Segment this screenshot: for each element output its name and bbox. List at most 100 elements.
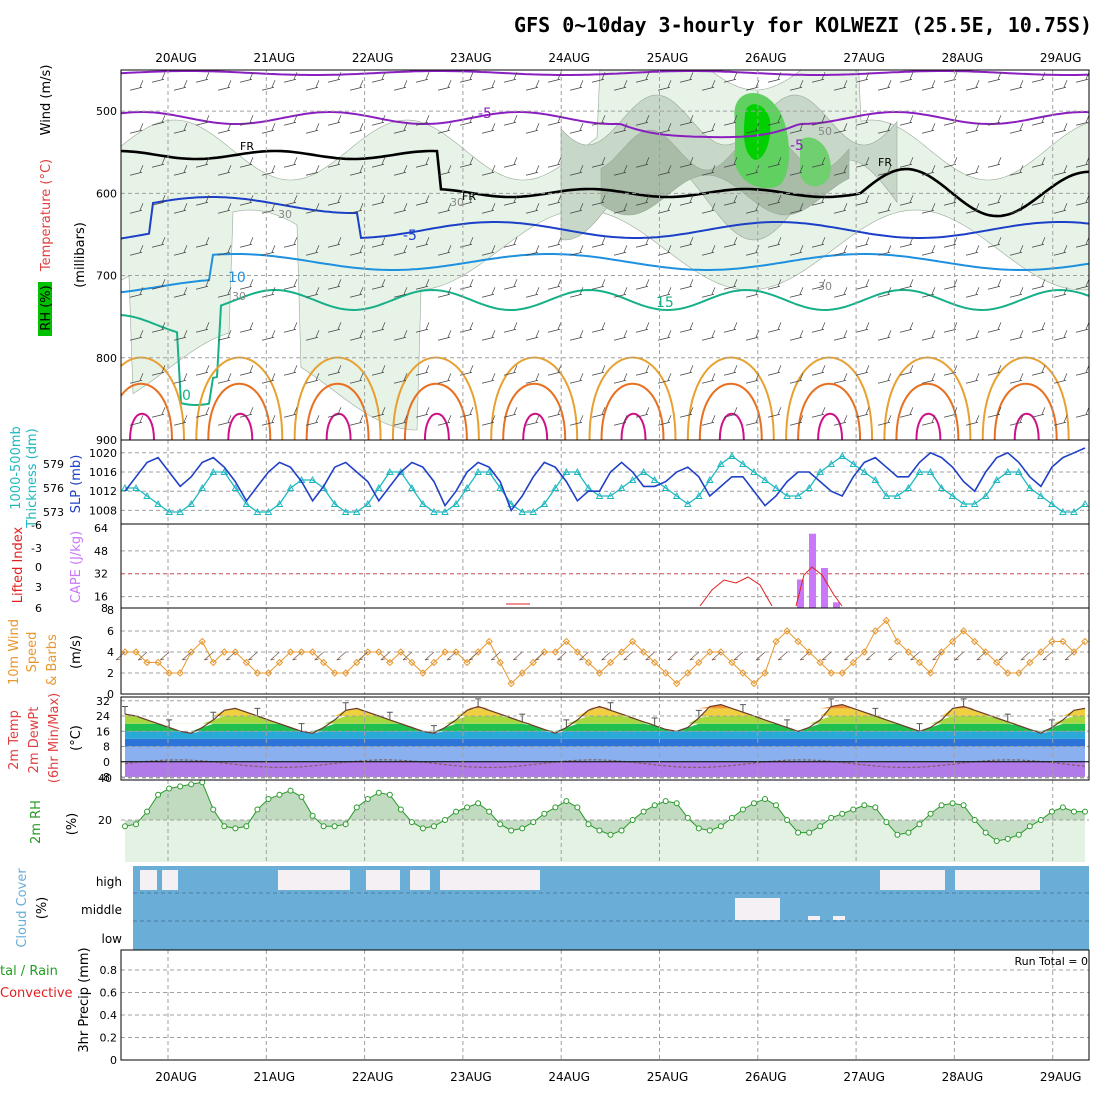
wind-barb (921, 123, 936, 134)
wind-barb (217, 203, 232, 214)
cloud-high-gap (975, 870, 1040, 890)
wind-speed-point (386, 658, 394, 667)
date-label-top: 23AUG (450, 51, 492, 65)
rh2m-point (298, 793, 305, 800)
wind-barb (503, 195, 518, 206)
thickness-point (165, 507, 173, 515)
wind-barb (811, 365, 826, 376)
wind-barb (679, 365, 694, 376)
wind-barb-10m (226, 651, 236, 661)
wind-barb (701, 415, 716, 426)
label-wind-speed: Speed (25, 632, 40, 673)
wind-barb (679, 279, 694, 290)
wind-barb (503, 237, 518, 248)
wind-barb (503, 322, 518, 333)
wind-barb (1031, 407, 1046, 418)
cloud-high-gap (366, 870, 400, 890)
wind-barb (129, 165, 144, 176)
thickness-point (992, 475, 1001, 483)
label-10m-wind: 10m Wind (7, 619, 22, 685)
rh2m-point (982, 829, 989, 836)
thickness-point (187, 499, 196, 507)
rh2m-point (320, 823, 327, 830)
cloud-high-gap (440, 870, 470, 890)
wind-speed-point (650, 658, 659, 667)
wind-barb (855, 195, 870, 206)
wind-barb (393, 123, 408, 134)
chart-title: GFS 0~10day 3-hourly for KOLWEZI (25.5E,… (514, 13, 1092, 37)
rh2m-point (342, 821, 349, 828)
thickness-point (705, 475, 714, 483)
wind-barb (965, 80, 980, 91)
cape-tick-label: 8 (101, 602, 108, 615)
wind-barb (349, 330, 364, 341)
wind-speed-point (661, 669, 670, 677)
thickness-point (143, 491, 151, 499)
wind-barb (855, 407, 870, 418)
rh-tick-label: 40 (98, 772, 112, 785)
wind-speed-point (639, 648, 648, 656)
wind-barb (283, 322, 298, 333)
cloud-cover-panel: high middle low (81, 866, 1089, 951)
wind-barb (833, 330, 848, 341)
wind-barb (987, 237, 1002, 248)
rh-shade-light (121, 70, 1089, 431)
wind-speed-point (441, 648, 449, 656)
label-wind: Wind (m/s) (39, 65, 54, 136)
rh2m-point (806, 829, 813, 836)
rh2m-point (1037, 817, 1044, 823)
wind-speed-point (904, 648, 913, 656)
thickness-point (474, 467, 482, 475)
temp-band-7 (125, 704, 1085, 709)
wind-speed-point (684, 669, 692, 677)
wind-barb (415, 195, 430, 206)
rh2m-point (739, 806, 746, 813)
wind-barb-10m (645, 651, 655, 661)
wind-barb (173, 123, 188, 134)
wind-barb (679, 115, 694, 126)
wind-speed-point (121, 648, 129, 656)
wind-speed-point (871, 627, 880, 635)
wind-barb (459, 115, 474, 126)
wind-barb (569, 373, 584, 384)
wind-speed-point (1081, 637, 1089, 646)
wind-barb (811, 115, 826, 126)
wind-barb (481, 80, 496, 91)
wind-barb (1075, 365, 1089, 376)
thickness-point (970, 499, 979, 507)
wind-barb (283, 407, 298, 418)
thickness-point (827, 459, 836, 467)
label-3hr-precip: 3hr Precip (mm) (77, 947, 92, 1052)
cloud-mid-gap (833, 916, 845, 920)
wind-barb (943, 195, 958, 206)
wind-barb (283, 279, 298, 290)
contour-label: 30 (232, 290, 246, 303)
rh2m-point (464, 804, 471, 811)
wind-barb (789, 165, 804, 176)
li-tick-label: 3 (35, 581, 42, 594)
isotherm-2 (121, 149, 1089, 218)
thickness-point (595, 491, 604, 499)
wind-barb (899, 195, 914, 206)
wind-barb-10m (976, 651, 986, 661)
wind-barb-10m (270, 651, 280, 661)
wind-barb (987, 72, 1002, 83)
isotherm-arch-dark-orange (600, 382, 665, 440)
wind-tick-label: 4 (107, 646, 114, 659)
thickness-point (132, 483, 140, 491)
wind-barb (987, 365, 1002, 376)
minmax-bar (695, 709, 702, 718)
cape-tick-label: 64 (94, 522, 108, 535)
wind-barb (877, 373, 892, 384)
rh2m-point (331, 823, 338, 830)
isotherm-arch-orange (121, 356, 185, 440)
thickness-point (1059, 507, 1067, 515)
thickness-point (485, 467, 493, 475)
wind-barb (613, 165, 628, 176)
wind-barb (943, 322, 958, 333)
rh2m-point (541, 810, 548, 817)
wind-barb (701, 330, 716, 341)
li-tick-label: -6 (31, 519, 42, 532)
rh2m-fill-upper (125, 782, 1085, 841)
wind-barb (371, 195, 386, 206)
